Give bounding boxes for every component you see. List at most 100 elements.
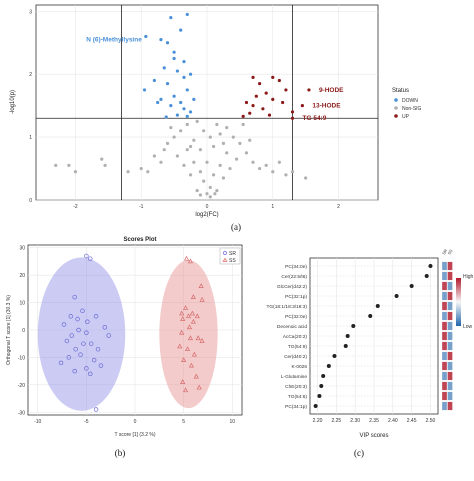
volcano-point-non-sig (198, 193, 203, 197)
vip-heat-cell (447, 391, 453, 401)
vip-panel: PC(34:0e) Cer(22:5/t6) GlcCer(d42:2) PC(32:… (266, 248, 473, 458)
volcano-point-non-sig (290, 170, 295, 174)
vip-x-ticks: 2.20 2.25 2.30 2.35 2.40 2.45 2.50 (313, 418, 436, 424)
volcano-x-axis-label: log2(FC) (195, 212, 218, 218)
scores-point-ss (190, 318, 196, 324)
vip-x-tick-label: 2.35 (369, 418, 379, 424)
volcano-threshold-lines (36, 5, 378, 200)
caption-a: (a) (231, 222, 241, 232)
volcano-panel: N (6)-Methyllysine 9-HODE 13-HODE TG 54:9 -… (10, 4, 422, 232)
scores-point-ss (179, 310, 185, 316)
volcano-point-down (172, 50, 176, 54)
legend-label-ss: SS (229, 258, 236, 264)
volcano-point-up (267, 113, 272, 117)
volcano-point-non-sig (248, 138, 252, 142)
volcano-point-down (172, 56, 176, 61)
vip-heat-cell (447, 381, 453, 391)
volcano-point-down (169, 104, 173, 108)
volcano-point-non-sig (238, 141, 242, 145)
volcano-point-non-sig (215, 122, 219, 127)
scores-point-sr (106, 333, 111, 338)
vip-colorbar-gradient (456, 278, 461, 326)
vip-heat-cell (441, 271, 448, 281)
volcano-point-non-sig (192, 138, 196, 142)
volcano-grid (36, 5, 378, 201)
vip-category-label: Cer(d40:2) (284, 354, 307, 360)
scores-point-sr (68, 314, 74, 319)
vip-dot (319, 384, 324, 388)
scores-legend: SR SS (219, 247, 241, 265)
scores-point-ss (191, 351, 197, 357)
vip-heat-cell (441, 291, 448, 301)
vip-dot (394, 294, 399, 298)
scores-point-ss (184, 346, 191, 352)
vip-dot (326, 364, 331, 368)
volcano-point-non-sig (198, 170, 203, 174)
scores-x-axis-label: T score [1] (3.2 %) (114, 432, 155, 438)
volcano-point-non-sig (165, 141, 170, 145)
vip-colorbar-low-label: Low (463, 324, 473, 330)
volcano-point-down (159, 37, 163, 42)
volcano-point-non-sig (195, 119, 199, 123)
volcano-point-non-sig (218, 132, 222, 136)
vip-x-tick-label: 2.20 (313, 418, 323, 424)
vip-heat-cell (447, 261, 453, 271)
vip-dots (313, 264, 433, 408)
legend-label-nonsig: Non-SIG (402, 106, 422, 112)
scores-y-tick-label: -30 (18, 410, 25, 416)
vip-heat-cell (447, 401, 453, 411)
scores-point-sr (72, 368, 77, 374)
vip-dot (375, 304, 380, 308)
scores-point-ss (187, 258, 194, 264)
volcano-x-tick-label: 0 (206, 204, 209, 210)
scores-panel: Scores Plot -10 -5 0 5 10 -30 -20 -10 0 10 20 30 SR… (6, 237, 243, 458)
scores-point-ss (179, 329, 185, 335)
vip-heat-cell (441, 301, 448, 311)
scores-x-tick-label: 5 (182, 419, 185, 425)
volcano-point-non-sig (213, 192, 217, 196)
volcano-point-up (248, 111, 252, 115)
scores-point-ss (188, 362, 195, 368)
volcano-point-up (251, 75, 255, 79)
volcano-point-non-sig (152, 154, 156, 158)
scores-y-tick-label: 0 (22, 328, 25, 334)
volcano-point-non-sig (126, 170, 130, 174)
scores-point-sr (81, 341, 86, 346)
scores-point-ss (195, 335, 201, 341)
volcano-point-non-sig (225, 151, 229, 155)
volcano-point-up (290, 110, 295, 114)
scores-point-sr (95, 346, 101, 352)
volcano-point-down (185, 88, 189, 92)
volcano-point-non-sig (175, 154, 180, 158)
scores-ellipse-ss (159, 260, 218, 409)
volcano-x-tick-label: 1 (271, 204, 274, 210)
vip-category-label: K-0026 (292, 364, 308, 370)
volcano-point-down (185, 12, 189, 17)
volcano-point-down (175, 69, 180, 73)
volcano-point-down (192, 97, 196, 101)
scores-point-ss (186, 324, 193, 330)
volcano-point-non-sig (228, 166, 232, 171)
volcano-point-non-sig (221, 141, 226, 145)
scores-y-tick-label: 10 (19, 301, 25, 307)
scores-legend-box (219, 247, 241, 265)
vip-category-labels: PC(34:0e) Cer(22:5/t6) GlcCer(d42:2) PC(32:… (266, 264, 307, 410)
volcano-point-down (172, 94, 176, 98)
volcano-point-non-sig (169, 126, 173, 130)
scores-point-ss (193, 373, 199, 379)
volcano-point-non-sig (192, 160, 196, 164)
volcano-point-up (254, 94, 258, 98)
vip-heat-cell (447, 291, 453, 301)
vip-heat-cell (441, 311, 448, 321)
scores-point-sr (80, 308, 85, 314)
scores-point-sr (72, 294, 77, 300)
vip-colorbar-high-label: High (463, 274, 474, 280)
caption-c: (c) (354, 448, 364, 458)
volcano-ticks: -2 -1 0 1 2 0 1 2 3 (29, 9, 340, 210)
vip-x-tick-label: 2.45 (407, 418, 417, 424)
volcano-point-up (290, 116, 295, 120)
vip-dot (321, 374, 326, 378)
vip-x-tick-label: 2.30 (350, 418, 360, 424)
volcano-point-non-sig (162, 148, 166, 152)
